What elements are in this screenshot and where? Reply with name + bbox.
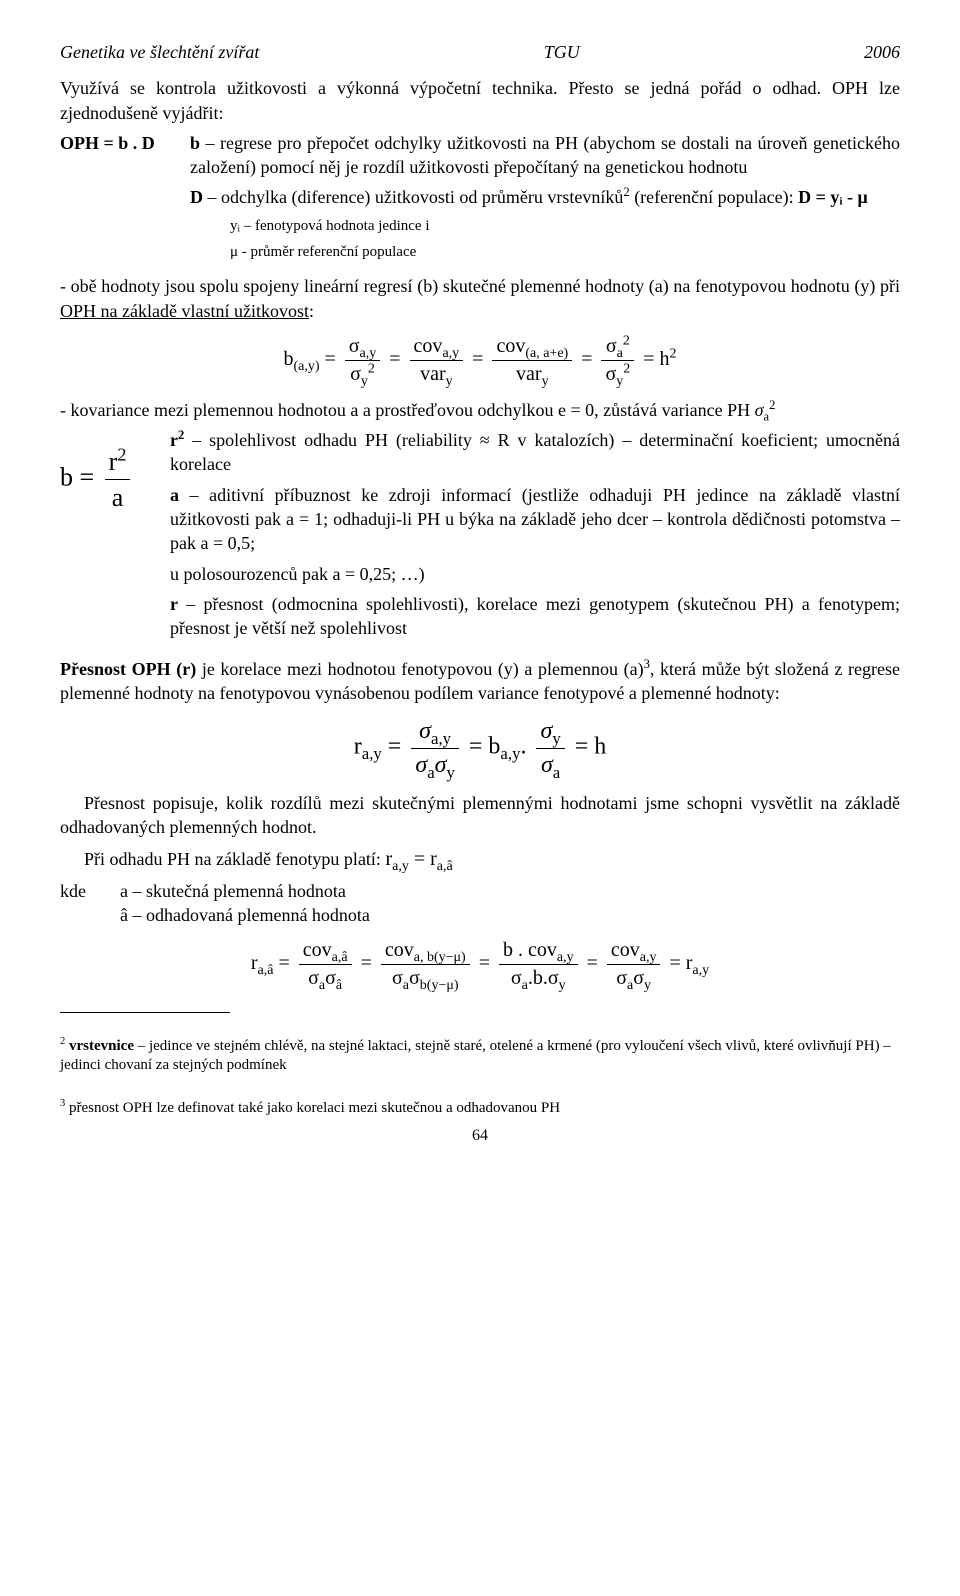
oph-lhs: OPH = b . D [60,131,190,155]
def-r: r – přesnost (odmocnina spolehlivosti), … [170,592,900,641]
page-header: Genetika ve šlechtění zvířat TGU 2006 [60,40,900,64]
page-number: 64 [60,1125,900,1147]
intro-para: Využívá se kontrola užitkovosti a výkonn… [60,76,900,125]
eq-bay: b(a,y) = σa,yσy2 = cova,yvary = cov(a, a… [60,333,900,388]
eq-ray-h: ra,y = σa,yσaσy = ba,y. σyσa = h [60,715,900,781]
footnote-rule [60,1012,230,1013]
b-r2a-block: b = r2a r2 – spolehlivost odhadu PH (rel… [60,428,900,646]
eq-b-r2a: b = r2a [60,444,170,515]
header-left: Genetika ve šlechtění zvířat [60,40,259,64]
footnote-2: 2 vrstevnice – jedince ve stejném chlévě… [60,1037,900,1075]
covariance-para: - kovariance mezi plemennou hodnotou a a… [60,398,900,422]
footnote-3: 3 přesnost OPH lze definovat také jako k… [60,1099,900,1118]
header-center: TGU [544,40,580,64]
def-a2: u polosourozenců pak a = 0,25; …) [170,562,900,586]
def-a: a – aditivní příbuznost ke zdroji inform… [170,483,900,556]
oph-defs: b – regrese pro přepočet odchylky užitko… [190,131,900,268]
eq-raahat: ra,â = cova,âσaσâ = cova, b(y−μ)σaσb(y−μ… [60,937,900,992]
header-right: 2006 [864,40,900,64]
def-r2: r2 – spolehlivost odhadu PH (reliability… [170,428,900,477]
kde-label: kde [60,879,120,928]
regression-para: - obě hodnoty jsou spolu spojeny lineárn… [60,274,900,323]
mu-note: μ - průměr referenční populace [230,242,900,262]
yi-note: yᵢ – fenotypová hodnota jedince i [230,216,900,236]
kde-ahat: â – odhadovaná plemenná hodnota [120,903,900,927]
r2a-defs: r2 – spolehlivost odhadu PH (reliability… [170,428,900,646]
kde-defs: a – skutečná plemenná hodnota â – odhado… [120,879,900,928]
kde-a: a – skutečná plemenná hodnota [120,879,900,903]
odhad-para: Při odhadu PH na základě fenotypu platí:… [60,846,900,873]
def-b: b – regrese pro přepočet odchylky užitko… [190,131,900,180]
def-D: D – odchylka (diference) užitkovosti od … [190,185,900,209]
kde-block: kde a – skutečná plemenná hodnota â – od… [60,879,900,928]
presnost-para: Přesnost OPH (r) je korelace mezi hodnot… [60,657,900,706]
oph-block: OPH = b . D b – regrese pro přepočet odc… [60,131,900,268]
presnost-desc: Přesnost popisuje, kolik rozdílů mezi sk… [60,791,900,840]
